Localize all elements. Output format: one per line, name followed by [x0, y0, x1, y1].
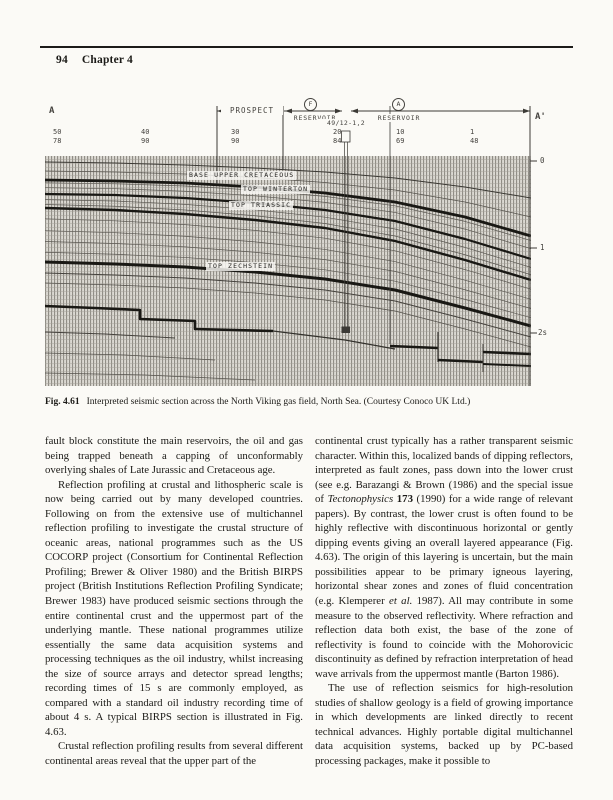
text-segment: Crustal reflection profiling results fro…	[45, 740, 303, 768]
reservoir-a-label: RESERVOIR	[363, 114, 435, 122]
station-label: 50 78	[53, 128, 62, 145]
horizon-label-base-upper-cretaceous: BASE UPPER CRETACEOUS	[187, 171, 297, 180]
well-label: 49/12-1,2	[317, 119, 375, 127]
station-label: 40 90	[141, 128, 150, 145]
chapter-title: Chapter 4	[81, 54, 134, 66]
horizon-label-top-triassic: TOP TRIASSIC	[229, 201, 294, 210]
body-paragraph: Crustal reflection profiling results fro…	[45, 739, 303, 768]
body-text: fault block constitute the main reservoi…	[45, 434, 573, 769]
section-endpoint-a: A	[49, 106, 55, 116]
horizon-label-top-winterton: TOP WINTERTON	[241, 185, 311, 194]
page-number: 94	[56, 54, 68, 66]
seismic-trace-area	[45, 156, 531, 386]
text-segment: The use of reflection seismics for high-…	[315, 682, 573, 768]
figure-caption-text: Interpreted seismic section across the N…	[86, 397, 471, 407]
body-paragraph: Reflection profiling at crustal and lith…	[45, 478, 303, 740]
left-column: fault block constitute the main reservoi…	[45, 434, 303, 769]
text-segment: fault block constitute the main reservoi…	[45, 435, 303, 477]
prospect-label: PROSPECT	[221, 106, 283, 115]
station-label: 10 69	[396, 128, 405, 145]
annotation-lines	[216, 106, 537, 386]
figure-caption-number: Fig. 4.61	[45, 397, 80, 407]
station-label: 20 84	[333, 128, 342, 145]
time-tick-2s: 2s	[538, 328, 548, 337]
reservoir-f-label: RESERVOIR	[285, 114, 345, 122]
seismic-section-graphic	[45, 106, 537, 386]
text-segment: 173	[396, 493, 413, 506]
section-endpoint-a-prime: A'	[535, 112, 546, 122]
figure-caption: Fig. 4.61 Interpreted seismic section acr…	[45, 396, 569, 408]
reservoir-a-circle: A	[392, 98, 405, 111]
horizon-label-top-zechstein: TOP ZECHSTEIN	[206, 262, 276, 271]
page-top-rule	[40, 46, 573, 48]
time-tick-1: 1	[540, 243, 545, 252]
text-segment: Reflection profiling at crustal and lith…	[45, 478, 303, 738]
body-paragraph: continental crust typically has a rather…	[315, 434, 573, 681]
seismic-figure: A A' 50 78 40 90 30 90 20 84 10 69 1 48 PROSPE…	[45, 98, 557, 392]
body-paragraph: fault block constitute the main reservoi…	[45, 434, 303, 478]
running-head: 94 Chapter 4	[56, 54, 133, 66]
text-segment: (1990) for a wide range of relevant pape…	[315, 493, 573, 608]
text-segment: et al.	[389, 595, 413, 608]
text-segment: continental crust typically has a rather…	[315, 435, 573, 506]
text-segment: 1987). All may contribute in some measur…	[315, 595, 573, 680]
station-label: 1 48	[470, 128, 479, 145]
right-column: continental crust typically has a rather…	[315, 434, 573, 769]
station-label: 30 90	[231, 128, 240, 145]
reservoir-f-circle: F	[304, 98, 317, 111]
text-segment: Tectonophysics	[327, 493, 394, 506]
body-paragraph: The use of reflection seismics for high-…	[315, 681, 573, 768]
time-tick-0: 0	[540, 156, 545, 165]
